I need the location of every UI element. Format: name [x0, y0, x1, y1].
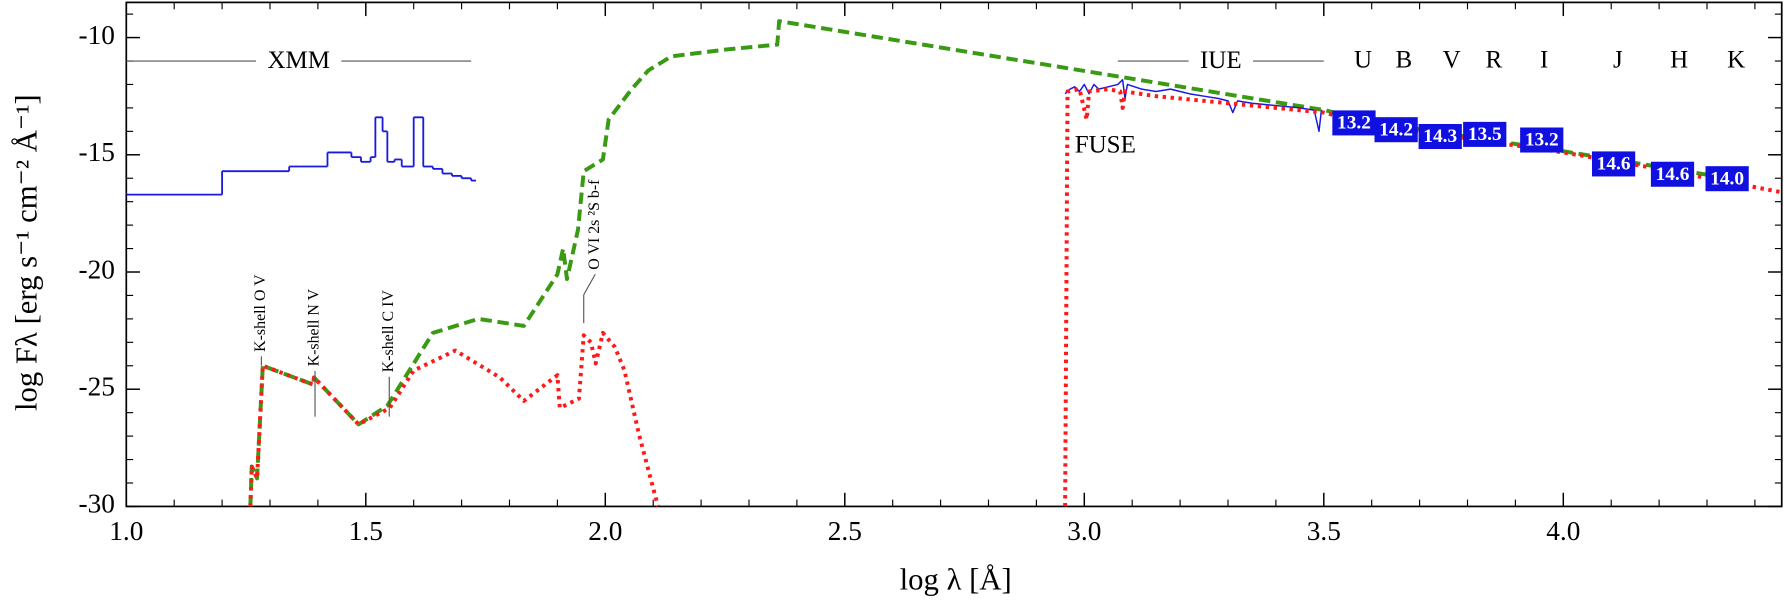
x-axis-label: log λ [Å]	[900, 563, 1012, 597]
photometry-label: 13.2	[1337, 112, 1371, 133]
range-label: IUE	[1200, 47, 1242, 74]
photometry-label: 14.0	[1710, 168, 1744, 189]
band-label: H	[1670, 46, 1688, 73]
photometry-badge	[1650, 161, 1695, 187]
photometry-label: 14.3	[1423, 126, 1457, 147]
band-label: I	[1540, 46, 1548, 73]
photometry-label: 13.5	[1468, 124, 1502, 145]
edge-label: O VI 2s ²S b-f	[586, 179, 603, 270]
y-axis-label: log Fλ [erg s⁻¹ cm⁻² Å⁻¹]	[10, 94, 44, 411]
x-tick-label: 1.0	[109, 516, 143, 546]
y-tick-label: -15	[79, 137, 115, 167]
band-label: V	[1443, 46, 1461, 73]
y-tick-label: -20	[79, 254, 115, 284]
photometry-badge	[1463, 121, 1507, 147]
plot-frame	[125, 1, 1783, 508]
x-tick-label: 4.0	[1546, 516, 1580, 546]
plot-area	[126, 19, 1782, 507]
series-line	[1063, 87, 1782, 507]
range-label-bg	[256, 46, 342, 74]
series-line	[248, 19, 1708, 507]
photometry-label: 14.6	[1656, 164, 1690, 185]
y-tick-label: -25	[79, 371, 115, 401]
y-tick-label: -30	[79, 489, 115, 519]
y-tick-label: -10	[79, 20, 115, 50]
range-label: XMM	[267, 47, 330, 74]
series-line	[248, 330, 660, 507]
band-label: K	[1727, 46, 1745, 73]
edge-label: K-shell O V	[252, 274, 269, 352]
band-label: R	[1486, 46, 1503, 73]
x-tick-label: 3.0	[1067, 516, 1101, 546]
photometry-badge	[1418, 123, 1462, 150]
range-label-bg	[1188, 46, 1254, 74]
x-tick-label: 1.5	[349, 516, 383, 546]
photometry-label: 14.6	[1597, 154, 1631, 175]
x-tick-label: 3.5	[1307, 516, 1341, 546]
x-tick-label: 2.0	[588, 516, 622, 546]
band-label: B	[1395, 46, 1412, 73]
photometry-badge	[1332, 110, 1376, 136]
photometry-label: 13.2	[1525, 130, 1559, 151]
x-tick-label: 2.5	[828, 516, 862, 546]
photometry-badge	[1520, 127, 1564, 153]
photometry-badge	[1374, 117, 1418, 143]
band-label: J	[1613, 46, 1623, 73]
edge-leader-diag	[583, 273, 596, 296]
edge-label: K-shell C IV	[380, 290, 397, 373]
photometry-badge	[1705, 166, 1749, 192]
edge-label: K-shell N V	[306, 288, 323, 366]
band-label: U	[1354, 46, 1372, 73]
photometry-badge	[1591, 151, 1636, 177]
photometry-label: 14.2	[1379, 119, 1413, 140]
annotation: FUSE	[1075, 132, 1136, 159]
